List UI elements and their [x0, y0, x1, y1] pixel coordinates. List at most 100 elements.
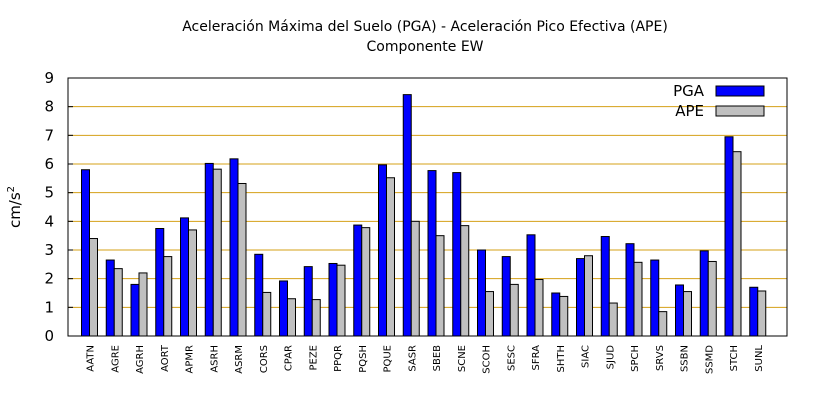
bar-pga-spch — [625, 243, 635, 337]
x-tick-label: SASR — [407, 345, 418, 372]
bar-pga-apmr — [180, 217, 189, 337]
x-tick-label: SUNL — [754, 345, 765, 372]
bar-ape-agre — [113, 268, 123, 337]
bar-ape-scne — [460, 225, 470, 337]
x-tick-label: SSMD — [704, 345, 715, 374]
x-tick-label: PQUE — [383, 345, 394, 373]
bar-pga-sasr — [402, 94, 412, 337]
legend-label-pga: PGA — [673, 82, 705, 100]
x-tick-label: PQSH — [358, 345, 369, 373]
bar-pga-sunl — [749, 286, 759, 337]
x-tick-label: SBEB — [432, 345, 443, 372]
chart-title: Aceleración Máxima del Suelo (PGA) - Ace… — [182, 19, 668, 35]
bar-ape-aort — [163, 256, 173, 337]
y-tick-label: 9 — [44, 69, 54, 87]
bar-ape-stch — [732, 151, 742, 337]
bar-pga-sfra — [526, 234, 536, 337]
y-tick-label: 5 — [44, 184, 54, 202]
bar-pga-srvs — [650, 259, 660, 337]
bar-pga-pque — [378, 164, 387, 337]
bar-ape-sasr — [410, 220, 420, 337]
y-axis-ticks: 0 1 2 3 4 5 6 7 8 9 — [44, 69, 73, 345]
bar-pga-sjud — [600, 236, 610, 337]
x-tick-label: SPCH — [630, 345, 641, 372]
y-tick-label: 4 — [44, 212, 54, 230]
bar-pga-aatn — [81, 169, 90, 337]
legend-swatch-ape — [715, 105, 765, 117]
x-axis-categories: AATN AGRE AGRH AORT APMR ASRH ASRM CORS CPAR PEZE… — [86, 344, 765, 374]
y-tick-label: 1 — [44, 298, 54, 316]
bar-ape-cors — [262, 291, 272, 337]
bar-pga-cpar — [279, 280, 288, 337]
bar-ape-ssmd — [707, 260, 717, 337]
x-tick-label: CPAR — [284, 345, 295, 371]
x-tick-label: ASRH — [209, 345, 220, 373]
bar-pga-asrh — [204, 162, 214, 337]
bar-pga-aort — [155, 228, 165, 337]
bar-pga-peze — [303, 266, 313, 337]
bar-ape-sfra — [534, 279, 544, 337]
y-tick-label: 2 — [44, 270, 54, 288]
x-tick-label: CORS — [259, 345, 270, 373]
bar-pga-ssbn — [675, 284, 684, 337]
bar-ape-sunl — [757, 290, 767, 337]
x-tick-label: AGRH — [135, 345, 146, 374]
bar-pga-scne — [452, 172, 462, 337]
bar-ape-spch — [633, 261, 643, 337]
bar-ape-asrh — [212, 168, 222, 337]
x-tick-label: SSBN — [680, 345, 691, 372]
y-tick-label: 7 — [44, 126, 54, 144]
bar-pga-ssmd — [699, 250, 709, 337]
bar-ape-sbeb — [435, 235, 445, 337]
bar-ape-sjud — [608, 302, 618, 337]
bar-ape-asrm — [237, 182, 247, 337]
bar-pga-agrh — [130, 283, 140, 337]
bar-pga-scoh — [477, 249, 486, 337]
bar-ape-scoh — [485, 291, 494, 337]
y-tick-label: 8 — [44, 98, 54, 116]
y-tick-label: 0 — [44, 327, 54, 345]
bar-ape-peze — [311, 299, 321, 337]
x-tick-label: SFRA — [531, 345, 542, 371]
plot-frame — [67, 77, 788, 337]
bar-pga-ppqr — [328, 262, 338, 337]
x-tick-label: SCNE — [457, 345, 468, 372]
bar-pga-sbeb — [427, 170, 437, 337]
bar-ape-apmr — [188, 229, 197, 337]
y-axis-label: cm/s2 — [6, 186, 24, 228]
legend-label-ape: APE — [675, 102, 704, 120]
x-tick-label: AGRE — [110, 345, 121, 373]
y-tick-label: 6 — [44, 155, 54, 173]
x-tick-label: SJUD — [605, 345, 616, 370]
bar-ape-srvs — [658, 311, 668, 337]
bar-pga-cors — [254, 253, 264, 337]
bar-ape-pqsh — [361, 227, 371, 337]
bar-ape-agrh — [138, 272, 148, 337]
bar-pga-stch — [724, 136, 734, 337]
bar-ape-sesc — [509, 283, 519, 337]
x-tick-label: PPQR — [333, 345, 344, 372]
x-tick-label: STCH — [729, 345, 740, 371]
x-tick-label: SIAC — [581, 345, 592, 368]
bar-pga-agre — [105, 259, 115, 337]
x-tick-label: SRVS — [655, 345, 666, 371]
bar-ape-pque — [386, 177, 395, 337]
chart-subtitle: Componente EW — [366, 39, 483, 55]
x-tick-label: PEZE — [308, 345, 319, 371]
bar-pga-shth — [551, 292, 561, 337]
legend-swatch-pga — [715, 85, 765, 97]
x-tick-label: SCOH — [482, 345, 493, 374]
bar-ape-shth — [559, 295, 569, 337]
x-tick-label: APMR — [185, 345, 196, 373]
x-tick-label: AORT — [160, 344, 171, 372]
bar-pga-siac — [576, 258, 585, 337]
bar-ape-ssbn — [683, 291, 692, 337]
x-tick-label: ASRM — [234, 345, 245, 374]
y-tick-label: 3 — [44, 241, 54, 259]
bar-pga-pqsh — [353, 224, 363, 337]
bar-ape-cpar — [287, 298, 296, 337]
bars — [81, 94, 767, 337]
bar-ape-siac — [584, 255, 593, 337]
legend: PGA APE — [673, 82, 765, 120]
